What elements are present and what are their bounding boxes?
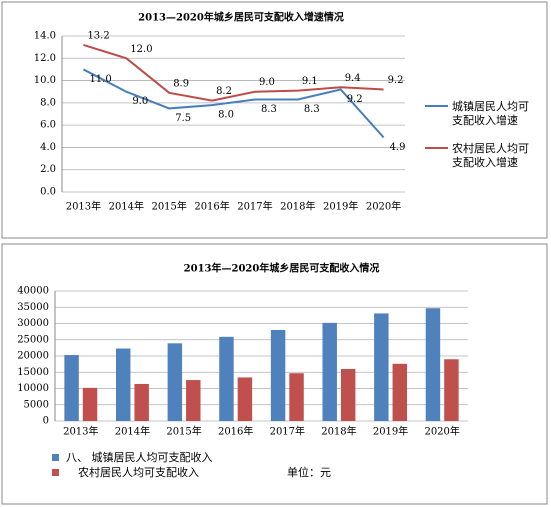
bar <box>374 313 389 421</box>
data-label: 4.9 <box>390 142 406 153</box>
y-tick-label: 8.0 <box>40 97 56 108</box>
y-tick-label: 0.0 <box>40 187 56 198</box>
data-label: 9.2 <box>347 94 363 105</box>
y-tick-label: 10.0 <box>34 75 56 86</box>
y-tick-label: 12.0 <box>34 53 56 64</box>
bar <box>289 373 304 421</box>
x-tick-label: 2018年 <box>280 200 315 213</box>
data-label: 8.3 <box>304 104 320 115</box>
chart-frame <box>1 1 548 239</box>
legend-label: 农村居民人均可支配收入增速 <box>452 142 529 169</box>
legend-label: 八、 城镇居民人均可支配收入 <box>66 451 213 464</box>
bar <box>444 359 459 421</box>
bar <box>219 336 234 421</box>
bar <box>392 363 408 421</box>
y-tick-label: 15000 <box>17 367 49 378</box>
y-tick-label: 10000 <box>17 383 49 394</box>
data-label: 9.0 <box>259 77 275 88</box>
y-tick-label: 30000 <box>17 318 49 329</box>
x-tick-label: 2017年 <box>237 200 272 213</box>
bar <box>64 355 79 421</box>
x-tick-label: 2014年 <box>115 425 150 438</box>
bar <box>186 380 201 421</box>
bar <box>340 369 356 421</box>
data-label: 11.0 <box>89 74 111 85</box>
x-tick-label: 2016年 <box>194 200 229 213</box>
y-tick-label: 14.0 <box>34 31 56 42</box>
bar <box>425 308 441 421</box>
y-tick-label: 5000 <box>24 399 49 410</box>
y-tick-label: 0 <box>43 416 49 427</box>
data-label: 8.9 <box>173 78 189 89</box>
x-tick-label: 2019年 <box>373 425 408 438</box>
y-tick-label: 6.0 <box>40 120 56 131</box>
legend-swatch <box>52 454 59 461</box>
x-tick-label: 2014年 <box>109 200 144 213</box>
data-label: 8.2 <box>216 86 232 97</box>
y-tick-label: 35000 <box>17 302 49 313</box>
bar <box>270 330 286 421</box>
bar <box>237 377 253 421</box>
x-tick-label: 2013年 <box>63 425 98 438</box>
x-tick-label: 2018年 <box>321 425 356 438</box>
line <box>83 43 384 102</box>
unit-note: 单位：元 <box>287 466 331 479</box>
y-tick-label: 2.0 <box>40 164 56 175</box>
bar <box>134 383 149 421</box>
x-tick-label: 2015年 <box>151 200 186 213</box>
y-tick-label: 4.0 <box>40 142 56 153</box>
x-tick-label: 2020年 <box>366 200 401 213</box>
data-label: 8.0 <box>218 110 234 121</box>
data-label: 13.2 <box>87 30 109 41</box>
bar <box>167 343 183 421</box>
x-tick-label: 2020年 <box>424 425 459 438</box>
legend-label: 城镇居民人均可支配收入增速 <box>452 100 529 127</box>
x-tick-label: 2016年 <box>218 425 253 438</box>
y-tick-label: 20000 <box>17 351 49 362</box>
bar <box>322 322 337 421</box>
data-label: 7.5 <box>175 113 191 124</box>
data-label: 9.4 <box>345 73 361 84</box>
x-tick-label: 2015年 <box>166 425 201 438</box>
x-tick-label: 2013年 <box>66 200 101 213</box>
data-label: 12.0 <box>130 44 152 55</box>
bar <box>115 348 131 421</box>
y-tick-label: 40000 <box>17 286 49 297</box>
data-label: 9.1 <box>302 76 318 87</box>
x-tick-label: 2019年 <box>323 200 358 213</box>
data-label: 8.3 <box>261 104 277 115</box>
legend-swatch <box>52 469 59 476</box>
data-label: 9.2 <box>388 75 404 86</box>
chart-title: 2013—2020年城乡居民可支配收入增速情况 <box>138 11 344 24</box>
y-tick-label: 25000 <box>17 334 49 345</box>
legend-label: 农村居民人均可支配收入 <box>78 466 199 479</box>
data-label: 9.0 <box>132 96 148 107</box>
x-tick-label: 2017年 <box>270 425 305 438</box>
bar <box>82 387 98 421</box>
chart-title: 2013年—2020年城乡居民可支配收入情况 <box>184 262 380 275</box>
line <box>82 68 385 139</box>
